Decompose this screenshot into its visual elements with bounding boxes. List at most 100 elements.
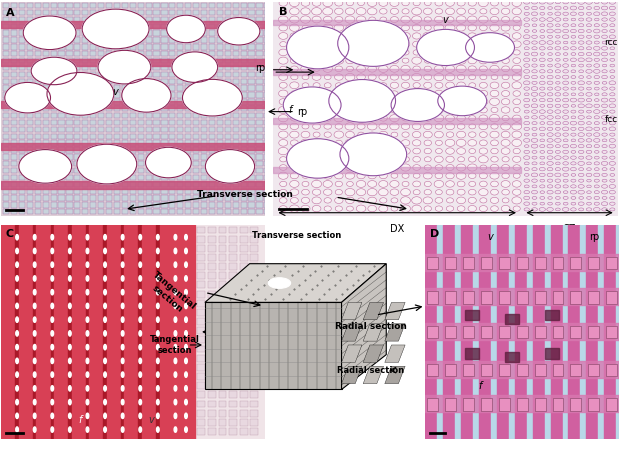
Ellipse shape	[547, 133, 553, 136]
Bar	[27, 113, 33, 118]
Ellipse shape	[323, 65, 332, 72]
Bar	[197, 291, 206, 297]
Bar	[517, 398, 528, 410]
Ellipse shape	[458, 50, 465, 55]
Ellipse shape	[524, 47, 529, 50]
Bar	[1, 181, 265, 189]
Ellipse shape	[469, 116, 476, 121]
Ellipse shape	[345, 114, 355, 122]
Bar	[208, 236, 216, 243]
Bar	[233, 86, 238, 91]
Bar	[233, 120, 238, 125]
Bar	[122, 154, 128, 159]
Bar	[82, 134, 88, 139]
Bar	[66, 134, 73, 139]
Ellipse shape	[491, 108, 498, 112]
Bar	[19, 3, 25, 9]
Bar	[138, 92, 143, 98]
Ellipse shape	[524, 150, 530, 153]
Ellipse shape	[379, 173, 388, 179]
Bar	[114, 58, 120, 63]
Bar	[58, 195, 65, 201]
Bar	[145, 140, 152, 146]
Ellipse shape	[401, 107, 410, 113]
Ellipse shape	[594, 58, 599, 61]
Ellipse shape	[602, 197, 607, 199]
Bar	[138, 225, 142, 439]
Ellipse shape	[324, 206, 332, 211]
Bar	[177, 3, 183, 9]
Ellipse shape	[502, 157, 509, 162]
Ellipse shape	[532, 70, 537, 73]
Bar	[50, 65, 57, 70]
Bar	[250, 337, 258, 343]
Ellipse shape	[413, 165, 420, 171]
Bar	[11, 175, 17, 180]
Ellipse shape	[571, 197, 576, 199]
Ellipse shape	[563, 156, 568, 159]
Bar	[11, 99, 17, 104]
Ellipse shape	[16, 331, 19, 336]
Ellipse shape	[86, 276, 89, 281]
Ellipse shape	[380, 17, 387, 22]
Ellipse shape	[525, 116, 529, 119]
Ellipse shape	[586, 139, 592, 142]
Ellipse shape	[524, 179, 530, 182]
Bar	[35, 195, 41, 201]
Bar	[265, 51, 270, 56]
Ellipse shape	[290, 107, 299, 113]
Bar	[19, 44, 25, 50]
Ellipse shape	[609, 104, 615, 108]
Ellipse shape	[323, 40, 332, 48]
Ellipse shape	[479, 107, 487, 113]
Bar	[11, 182, 17, 187]
Bar	[425, 225, 437, 439]
Bar	[463, 326, 474, 338]
Ellipse shape	[16, 248, 19, 254]
Bar	[463, 364, 474, 376]
Bar	[145, 92, 152, 98]
Bar	[19, 31, 25, 36]
Bar	[50, 195, 57, 201]
Bar	[50, 140, 57, 146]
Ellipse shape	[602, 139, 607, 142]
Ellipse shape	[456, 164, 466, 171]
Bar	[11, 58, 17, 63]
Text: v: v	[443, 15, 448, 25]
Bar	[606, 364, 617, 376]
Ellipse shape	[280, 9, 287, 14]
Bar	[106, 195, 112, 201]
Ellipse shape	[368, 106, 377, 113]
Bar	[27, 37, 33, 43]
Ellipse shape	[540, 6, 545, 9]
Ellipse shape	[368, 25, 376, 31]
Bar	[201, 79, 207, 84]
Bar	[153, 202, 160, 207]
Ellipse shape	[571, 167, 576, 171]
Ellipse shape	[547, 167, 553, 171]
Ellipse shape	[313, 157, 320, 162]
Bar	[138, 86, 143, 91]
Bar	[43, 65, 48, 70]
Ellipse shape	[391, 58, 399, 63]
Bar	[248, 209, 255, 215]
Text: Tangential
section: Tangential section	[144, 270, 197, 320]
Bar	[11, 10, 17, 15]
Bar	[240, 161, 247, 166]
Bar	[233, 99, 238, 104]
Ellipse shape	[358, 198, 365, 203]
Bar	[122, 106, 128, 112]
Bar	[265, 127, 270, 132]
Bar	[114, 99, 120, 104]
Bar	[50, 225, 54, 439]
Bar	[217, 140, 223, 146]
Bar	[37, 225, 50, 439]
Bar	[90, 31, 96, 36]
Bar	[66, 65, 73, 70]
Ellipse shape	[412, 197, 422, 204]
Ellipse shape	[539, 127, 545, 130]
Bar	[98, 154, 104, 159]
Bar	[11, 113, 17, 118]
Bar	[219, 400, 227, 407]
Bar	[145, 65, 152, 70]
